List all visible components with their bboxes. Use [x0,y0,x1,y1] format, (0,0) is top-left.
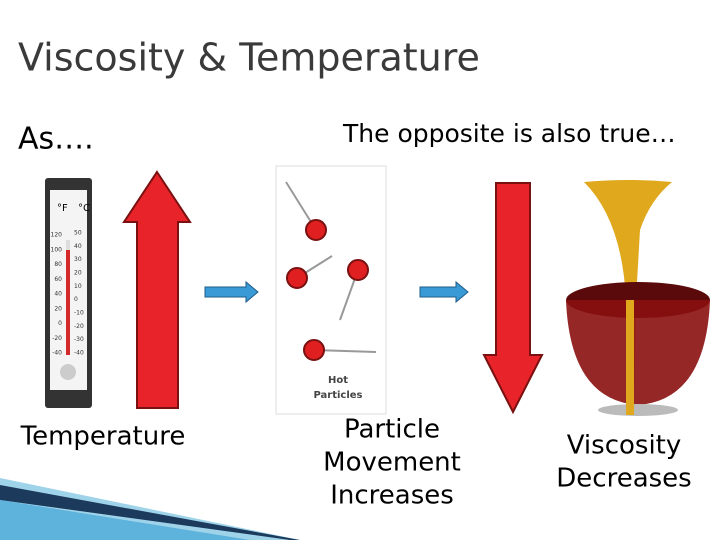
tick-label: 40 [54,291,62,298]
tick-label: 120 [51,232,63,239]
tick-label: -30 [74,336,84,343]
right-arrow [204,280,259,304]
caption: Hot [328,375,348,386]
tick-label: -20 [52,335,62,342]
tick-label: 0 [74,296,78,303]
tick-label: 100 [51,246,63,253]
honey-image [566,180,710,416]
title: Viscosity & Temperature [18,36,480,80]
tick-label: 0 [58,320,62,327]
label: Particle [344,415,440,445]
unit-label: °F [57,203,68,214]
label: Decreases [556,464,691,494]
label: Movement [323,448,461,478]
decoration [0,485,300,540]
lead-right: The opposite is also true… [342,119,676,148]
caption: Particles [313,390,362,401]
tick-label: 20 [74,270,82,277]
right-arrow [419,280,469,304]
tick-label: 40 [74,243,82,250]
tick-label: 10 [74,283,82,290]
tick-label: -10 [74,310,84,317]
label: Temperature [20,422,186,452]
tick-label: 30 [74,256,82,263]
lead-left: As…. [18,122,94,157]
tick-label: -40 [74,350,84,357]
label: Increases [330,481,454,511]
tick-label: 20 [54,305,62,312]
unit-label: °C [78,203,90,214]
tick-label: 80 [54,261,62,268]
decoration [0,500,250,540]
thermometer: °F °C 120100806040200-20-4050403020100-1… [45,178,92,408]
up-arrow [122,170,192,409]
tick-label: -20 [74,323,84,330]
particle-diagram: Hot Particles [275,165,387,415]
down-arrow [482,182,544,415]
tick-label: -40 [52,350,62,357]
label: Viscosity [567,431,682,461]
tick-label: 50 [74,230,82,237]
tick-label: 60 [54,276,62,283]
